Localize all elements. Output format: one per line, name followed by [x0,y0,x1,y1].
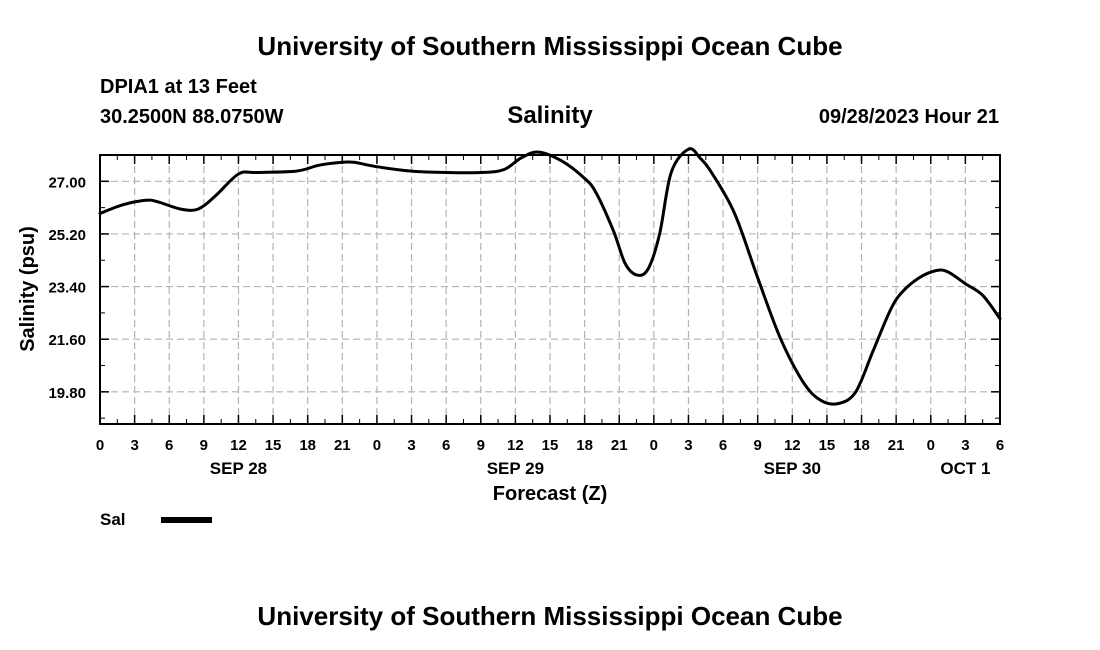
salinity-series-line [98,147,1002,406]
plot-title: Salinity [507,102,593,129]
station-label: DPIA1 at 13 Feet [100,76,257,98]
x-tick-label: 9 [477,437,485,454]
y-tick-label: 27.00 [48,174,86,191]
y-tick-label: 21.60 [48,332,86,349]
x-tick-label: 6 [996,437,1004,454]
x-tick-label: 6 [442,437,450,454]
x-tick-label: 0 [96,437,104,454]
label-layer: 0 3 6 9 12 15 18 21 0 3 6 9 12 15 18 21 0 3 6 9 12 15 18 21 0 3 6 1… [48,174,1004,478]
grid-layer [100,155,1000,424]
x-tick-label: 15 [819,437,836,454]
x-date-label: SEP 29 [487,459,544,478]
x-date-label: OCT 1 [940,459,990,478]
x-tick-label: 3 [130,437,138,454]
x-date-label: SEP 30 [764,459,821,478]
x-tick-label: 3 [684,437,692,454]
x-tick-label: 18 [299,437,316,454]
x-axis-title: Forecast (Z) [493,483,607,505]
chart-title-bottom: University of Southern Mississippi Ocean… [257,601,843,631]
y-tick-label: 23.40 [48,280,86,297]
x-tick-label: 15 [542,437,559,454]
y-tick-label: 25.20 [48,227,86,244]
x-tick-label: 12 [507,437,524,454]
legend-label: Sal [100,510,126,529]
plot-frame [99,154,1001,425]
y-axis-title: Salinity (psu) [17,226,39,352]
x-tick-label: 0 [373,437,381,454]
x-tick-label: 12 [784,437,801,454]
x-tick-label: 18 [853,437,870,454]
x-tick-label: 21 [334,437,351,454]
x-date-label: SEP 28 [210,459,267,478]
x-tick-label: 18 [576,437,593,454]
x-tick-label: 21 [888,437,905,454]
x-tick-label: 3 [961,437,969,454]
y-tick-label: 19.80 [48,385,86,402]
x-tick-label: 3 [407,437,415,454]
x-tick-label: 6 [165,437,173,454]
x-tick-label: 21 [611,437,628,454]
x-tick-label: 6 [719,437,727,454]
x-tick-label: 12 [230,437,247,454]
x-tick-label: 9 [754,437,762,454]
x-tick-label: 15 [265,437,282,454]
coordinates-label: 30.2500N 88.0750W [100,106,284,128]
timestamp-label: 09/28/2023 Hour 21 [818,106,999,128]
x-tick-label: 0 [927,437,935,454]
x-tick-label: 9 [200,437,208,454]
x-tick-label: 0 [650,437,658,454]
chart-title-top: University of Southern Mississippi Ocean… [257,31,843,61]
